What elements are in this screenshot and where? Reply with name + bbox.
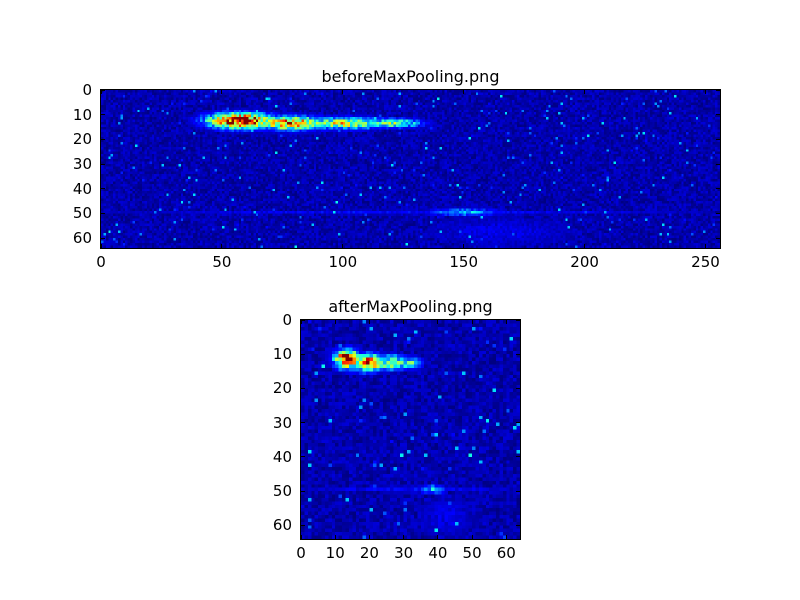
x-tick-label: 50 bbox=[462, 544, 482, 562]
x-tick-mark bbox=[463, 244, 465, 248]
after-maxpooling-heatmap-image bbox=[301, 320, 520, 539]
x-tick-label: 0 bbox=[96, 253, 106, 271]
y-tick-mark bbox=[301, 456, 305, 458]
x-tick-mark bbox=[100, 244, 102, 248]
x-tick-mark bbox=[368, 320, 370, 324]
x-tick-mark bbox=[584, 244, 586, 248]
x-tick-label: 60 bbox=[496, 544, 516, 562]
x-tick-label: 10 bbox=[325, 544, 345, 562]
y-tick-label: 40 bbox=[72, 179, 92, 198]
y-tick-mark bbox=[516, 319, 520, 321]
y-tick-mark bbox=[101, 237, 105, 239]
x-tick-label: 150 bbox=[449, 253, 479, 271]
x-tick-mark bbox=[342, 90, 344, 94]
y-tick-mark bbox=[716, 138, 720, 140]
y-tick-mark bbox=[301, 387, 305, 389]
x-tick-mark bbox=[704, 244, 706, 248]
y-tick-label: 50 bbox=[272, 482, 292, 501]
y-tick-label: 10 bbox=[272, 345, 292, 364]
y-tick-mark bbox=[716, 212, 720, 214]
x-tick-mark bbox=[463, 90, 465, 94]
y-tick-mark bbox=[301, 422, 305, 424]
chart-title-after: afterMaxPooling.png bbox=[328, 297, 493, 316]
y-tick-mark bbox=[716, 237, 720, 239]
y-tick-label: 50 bbox=[72, 204, 92, 223]
x-tick-mark bbox=[334, 535, 336, 539]
x-tick-mark bbox=[505, 320, 507, 324]
y-tick-label: 0 bbox=[282, 311, 292, 329]
y-tick-label: 40 bbox=[272, 447, 292, 466]
x-tick-label: 50 bbox=[212, 253, 232, 271]
y-tick-mark bbox=[716, 163, 720, 165]
tick-layer: 0 10 20 30 40 50 60 0 10 20 30 40 50 60 bbox=[273, 311, 520, 562]
y-tick-mark bbox=[716, 188, 720, 190]
x-tick-mark bbox=[437, 320, 439, 324]
x-tick-mark bbox=[471, 320, 473, 324]
y-tick-mark bbox=[516, 456, 520, 458]
y-tick-mark bbox=[716, 114, 720, 116]
x-tick-mark bbox=[300, 320, 302, 324]
x-tick-label: 30 bbox=[394, 544, 414, 562]
x-tick-mark bbox=[368, 535, 370, 539]
x-tick-mark bbox=[403, 535, 405, 539]
y-tick-mark bbox=[516, 490, 520, 492]
after-maxpooling-chart: afterMaxPooling.png 0 10 20 30 40 50 60 0 10 20 30… bbox=[273, 298, 521, 562]
x-tick-label: 250 bbox=[691, 253, 720, 271]
y-tick-mark bbox=[301, 353, 305, 355]
y-tick-label: 10 bbox=[72, 105, 92, 124]
y-tick-label: 20 bbox=[272, 379, 292, 398]
y-tick-mark bbox=[301, 319, 305, 321]
y-tick-mark bbox=[101, 89, 105, 91]
x-tick-mark bbox=[100, 90, 102, 94]
y-tick-mark bbox=[301, 490, 305, 492]
y-tick-label: 60 bbox=[272, 516, 292, 535]
x-tick-mark bbox=[437, 535, 439, 539]
x-tick-mark bbox=[505, 535, 507, 539]
before-maxpooling-heatmap-image bbox=[101, 90, 720, 248]
y-tick-mark bbox=[516, 387, 520, 389]
y-tick-mark bbox=[101, 138, 105, 140]
y-tick-label: 30 bbox=[72, 155, 92, 174]
y-tick-mark bbox=[101, 188, 105, 190]
y-tick-label: 20 bbox=[72, 130, 92, 149]
x-tick-label: 0 bbox=[296, 544, 306, 562]
y-tick-mark bbox=[716, 89, 720, 91]
y-tick-mark bbox=[101, 163, 105, 165]
y-tick-label: 60 bbox=[72, 229, 92, 248]
y-tick-mark bbox=[301, 524, 305, 526]
tick-layer: 0 50 100 150 200 250 0 10 20 30 40 50 60 bbox=[73, 81, 720, 271]
y-tick-mark bbox=[516, 353, 520, 355]
y-tick-mark bbox=[101, 114, 105, 116]
y-tick-label: 30 bbox=[272, 413, 292, 432]
x-tick-label: 20 bbox=[359, 544, 379, 562]
x-tick-label: 40 bbox=[428, 544, 448, 562]
x-tick-mark bbox=[334, 320, 336, 324]
x-tick-label: 200 bbox=[570, 253, 599, 271]
x-tick-mark bbox=[471, 535, 473, 539]
y-tick-mark bbox=[516, 422, 520, 424]
x-tick-mark bbox=[704, 90, 706, 94]
x-tick-label: 100 bbox=[328, 253, 358, 271]
y-tick-mark bbox=[101, 212, 105, 214]
x-tick-mark bbox=[584, 90, 586, 94]
y-tick-mark bbox=[516, 524, 520, 526]
x-tick-mark bbox=[342, 244, 344, 248]
x-tick-mark bbox=[300, 535, 302, 539]
x-tick-mark bbox=[221, 244, 223, 248]
x-tick-mark bbox=[403, 320, 405, 324]
before-maxpooling-chart: beforeMaxPooling.png 0 50 100 150 200 250 0 10 2… bbox=[73, 68, 721, 271]
y-tick-label: 0 bbox=[82, 81, 92, 99]
x-tick-mark bbox=[221, 90, 223, 94]
chart-title-before: beforeMaxPooling.png bbox=[321, 67, 500, 86]
